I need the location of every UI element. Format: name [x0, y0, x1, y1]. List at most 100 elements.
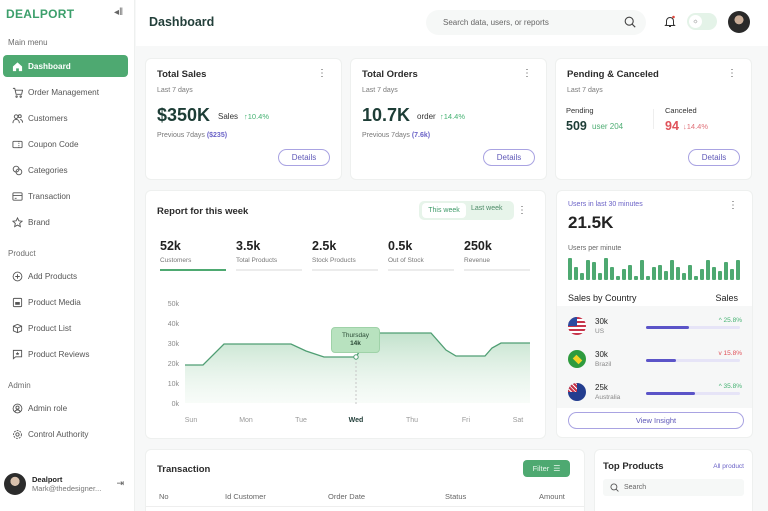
details-button[interactable]: Details [483, 149, 535, 166]
more-options-icon[interactable]: ⋮ [517, 205, 527, 216]
top-products-title: Top Products [603, 461, 664, 472]
users-per-minute-chart [568, 256, 740, 280]
stat-customers[interactable]: 52k Customers [160, 239, 226, 271]
svg-text:Tue: Tue [295, 417, 307, 424]
world-map [557, 306, 752, 408]
top-products-search-input[interactable]: Search [603, 479, 744, 496]
svg-text:Wed: Wed [349, 417, 364, 424]
plus-circle-icon [11, 270, 23, 282]
users-bar [658, 264, 662, 280]
sidebar-item-order-management[interactable]: Order Management [3, 81, 128, 103]
sidebar-item-customers[interactable]: Customers [3, 107, 128, 129]
canceled-value: 94 [665, 119, 679, 133]
tab-last-week[interactable]: Last week [471, 205, 503, 212]
more-options-icon[interactable]: ⋮ [522, 68, 532, 79]
sidebar-item-add-products[interactable]: Add Products [3, 265, 128, 287]
card-icon [11, 190, 23, 202]
users-bar [610, 266, 614, 280]
review-icon [11, 348, 23, 360]
star-icon [11, 216, 23, 228]
users-bar [682, 273, 686, 280]
stat-total-products[interactable]: 3.5k Total Products [236, 239, 302, 271]
total-orders-card: Total Orders ⋮ Last 7 days 10.7K order ↑… [351, 59, 546, 179]
chart-tooltip: Thursday 14k [331, 327, 380, 353]
sidebar-item-categories[interactable]: Categories [3, 159, 128, 181]
avatar [4, 473, 26, 495]
total-orders-value: 10.7K [362, 105, 411, 125]
users-bar [640, 260, 644, 280]
sidebar-item-product-reviews[interactable]: Product Reviews [3, 343, 128, 365]
ticket-icon [11, 138, 23, 150]
report-title: Report for this week [157, 206, 249, 217]
users-bar [718, 271, 722, 280]
top-products-card: Top Products All product Search [595, 450, 752, 511]
customers-area-chart: 50k 40k 30k 20k 10k 0k Sun Mon Tue Wed T… [168, 301, 530, 424]
total-sales-card: Total Sales ⋮ Last 7 days $350K Sales ↑1… [146, 59, 341, 179]
search-icon[interactable] [624, 16, 636, 30]
sidebar-item-brand[interactable]: Brand [3, 211, 128, 233]
brazil-flag-icon [568, 350, 586, 368]
tab-this-week[interactable]: This week [422, 203, 466, 218]
stat-revenue[interactable]: 250k Revenue [464, 239, 530, 271]
notification-bell-icon[interactable] [664, 15, 676, 33]
search-input[interactable]: Search data, users, or reports [426, 10, 646, 35]
collapse-sidebar-icon[interactable]: ◂‖ [114, 7, 124, 18]
sidebar-item-control-authority[interactable]: Control Authority [3, 423, 128, 445]
users-bar [688, 264, 692, 280]
users-bar [628, 264, 632, 280]
change-badge: ↑14.4% [440, 112, 466, 121]
filter-icon: ☰ [553, 464, 561, 473]
sidebar-item-coupon-code[interactable]: Coupon Code [3, 133, 128, 155]
details-button[interactable]: Details [688, 149, 740, 166]
users-bar [736, 260, 740, 280]
users-bar [664, 271, 668, 280]
view-insight-button[interactable]: View Insight [568, 412, 744, 429]
sidebar: DEALPORT ◂‖ Main menu Dashboard Order Ma… [0, 0, 135, 511]
users-bar [700, 269, 704, 280]
more-options-icon[interactable]: ⋮ [317, 68, 327, 79]
sidebar-item-product-media[interactable]: Product Media [3, 291, 128, 313]
stat-stock-products[interactable]: 2.5k Stock Products [312, 239, 378, 271]
filter-button[interactable]: Filter ☰ [523, 460, 570, 477]
users-bar [652, 266, 656, 280]
all-product-link[interactable]: All product [713, 463, 744, 470]
box-icon [11, 322, 23, 334]
pending-canceled-card: Pending & Canceled ⋮ Last 7 days Pending… [556, 59, 751, 179]
sidebar-item-transaction[interactable]: Transaction [3, 185, 128, 207]
total-sales-value: $350K [157, 105, 211, 125]
us-flag-icon [568, 317, 586, 335]
more-options-icon[interactable]: ⋮ [727, 68, 737, 79]
users-bar [622, 269, 626, 280]
svg-text:Thu: Thu [406, 417, 418, 424]
transaction-card: Transaction Filter ☰ No Id Customer Order… [146, 450, 584, 511]
svg-text:Sun: Sun [185, 417, 198, 424]
main-menu-label: Main menu [8, 38, 48, 47]
user-name: Dealport [32, 475, 63, 484]
users-bar [724, 262, 728, 280]
svg-text:40k: 40k [168, 321, 180, 328]
page-title: Dashboard [149, 15, 215, 29]
svg-text:50k: 50k [168, 301, 180, 308]
current-user[interactable]: Dealport Mark@thedesigner... ⇥ [4, 472, 132, 496]
search-icon [610, 483, 619, 492]
sidebar-item-admin-role[interactable]: Admin role [3, 397, 128, 419]
users-bar [592, 262, 596, 280]
svg-text:Sat: Sat [513, 417, 524, 424]
details-button[interactable]: Details [278, 149, 330, 166]
theme-toggle[interactable]: ☼ [687, 13, 717, 30]
transaction-title: Transaction [157, 464, 211, 475]
stat-out-of-stock[interactable]: 0.5k Out of Stock [388, 239, 454, 271]
weekly-report-card: Report for this week This week Last week… [146, 191, 545, 438]
more-options-icon[interactable]: ⋮ [728, 200, 738, 211]
image-icon [11, 296, 23, 308]
product-section-label: Product [8, 249, 36, 258]
svg-text:Fri: Fri [462, 417, 471, 424]
active-users-value: 21.5K [568, 213, 614, 232]
logout-icon[interactable]: ⇥ [116, 478, 124, 488]
users-icon [11, 112, 23, 124]
header-avatar[interactable] [728, 11, 750, 33]
sidebar-item-dashboard[interactable]: Dashboard [3, 55, 128, 77]
users-bar [568, 258, 572, 280]
sun-icon: ☼ [689, 15, 702, 28]
sidebar-item-product-list[interactable]: Product List [3, 317, 128, 339]
